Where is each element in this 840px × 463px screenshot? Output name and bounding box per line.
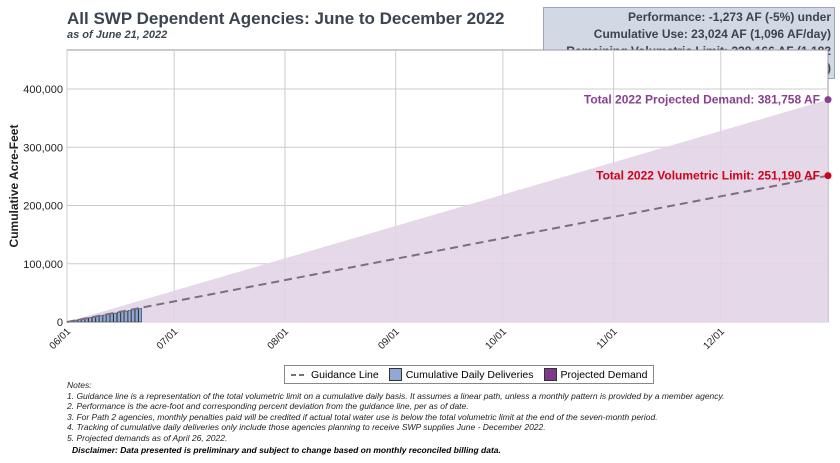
annotation-label: Total 2022 Volumetric Limit: 251,190 AF	[596, 169, 820, 183]
cumulative-use-stat: Cumulative Use: 23,024 AF (1,096 AF/day)	[593, 27, 831, 41]
x-tick-label: 09/01	[376, 326, 402, 352]
performance-stat: Performance: -1,273 AF (-5%) under	[628, 10, 831, 24]
delivery-bar	[138, 308, 142, 323]
legend-deliveries: Cumulative Daily Deliveries	[388, 368, 534, 381]
x-tick-label: 12/01	[701, 326, 727, 352]
delivery-bar	[120, 311, 125, 323]
y-axis-label: Cumulative Acre-Feet	[7, 125, 21, 248]
delivery-bar	[117, 312, 121, 323]
delivery-bar	[131, 309, 135, 323]
y-tick-label: 200,000	[23, 201, 63, 213]
legend-guidance: Guidance Line	[291, 368, 379, 381]
delivery-bar	[124, 310, 128, 323]
note: 1. Guidance line is a representation of …	[67, 390, 725, 401]
delivery-bar	[99, 315, 103, 323]
chart-title: All SWP Dependent Agencies: June to Dece…	[67, 9, 505, 28]
note: 4. Tracking of cumulative daily deliveri…	[67, 422, 546, 432]
disclaimer: Disclaimer: Data presented is preliminar…	[72, 445, 501, 455]
x-tick-label: 07/01	[155, 326, 181, 352]
delivery-bar	[88, 317, 92, 323]
x-tick-label: 11/01	[595, 326, 620, 351]
projected-demand-area	[67, 99, 828, 322]
x-tick-label: 06/01	[48, 326, 74, 352]
note: 2. Performance is the acre-foot and corr…	[67, 401, 469, 411]
notes: Notes: 1. Guidance line is a representat…	[67, 380, 725, 443]
y-tick-label: 300,000	[23, 142, 63, 154]
note: 3. For Path 2 agencies, monthly penaltie…	[67, 411, 658, 422]
y-tick-label: 400,000	[23, 84, 63, 96]
x-tick-label: 10/01	[484, 326, 510, 352]
annotation-label: Total 2022 Projected Demand: 381,758 AF	[584, 93, 820, 107]
y-tick-label: 100,000	[23, 259, 63, 271]
chart-subtitle: as of June 21, 2022	[67, 29, 168, 41]
legend-projected: Projected Demand	[543, 368, 647, 381]
annotation-dot	[824, 172, 832, 180]
delivery-bar	[134, 308, 139, 323]
delivery-bar	[77, 319, 82, 323]
delivery-bar	[109, 313, 114, 323]
delivery-bar	[106, 314, 110, 323]
delivery-bar	[113, 312, 117, 323]
annotation-dot	[824, 96, 832, 104]
note-heading: Notes:	[67, 380, 92, 390]
y-tick-label: 0	[57, 317, 63, 329]
delivery-bar	[127, 310, 132, 323]
chart-area: 0 100,000 200,000 300,000 400,000 06/01 07/01 0…	[7, 49, 832, 352]
x-tick-label: 08/01	[266, 326, 292, 352]
legend: Guidance Line Cumulative Daily Deliverie…	[284, 365, 655, 384]
note: 5. Projected demands as of April 26, 202…	[67, 432, 228, 443]
delivery-bar	[102, 314, 107, 323]
